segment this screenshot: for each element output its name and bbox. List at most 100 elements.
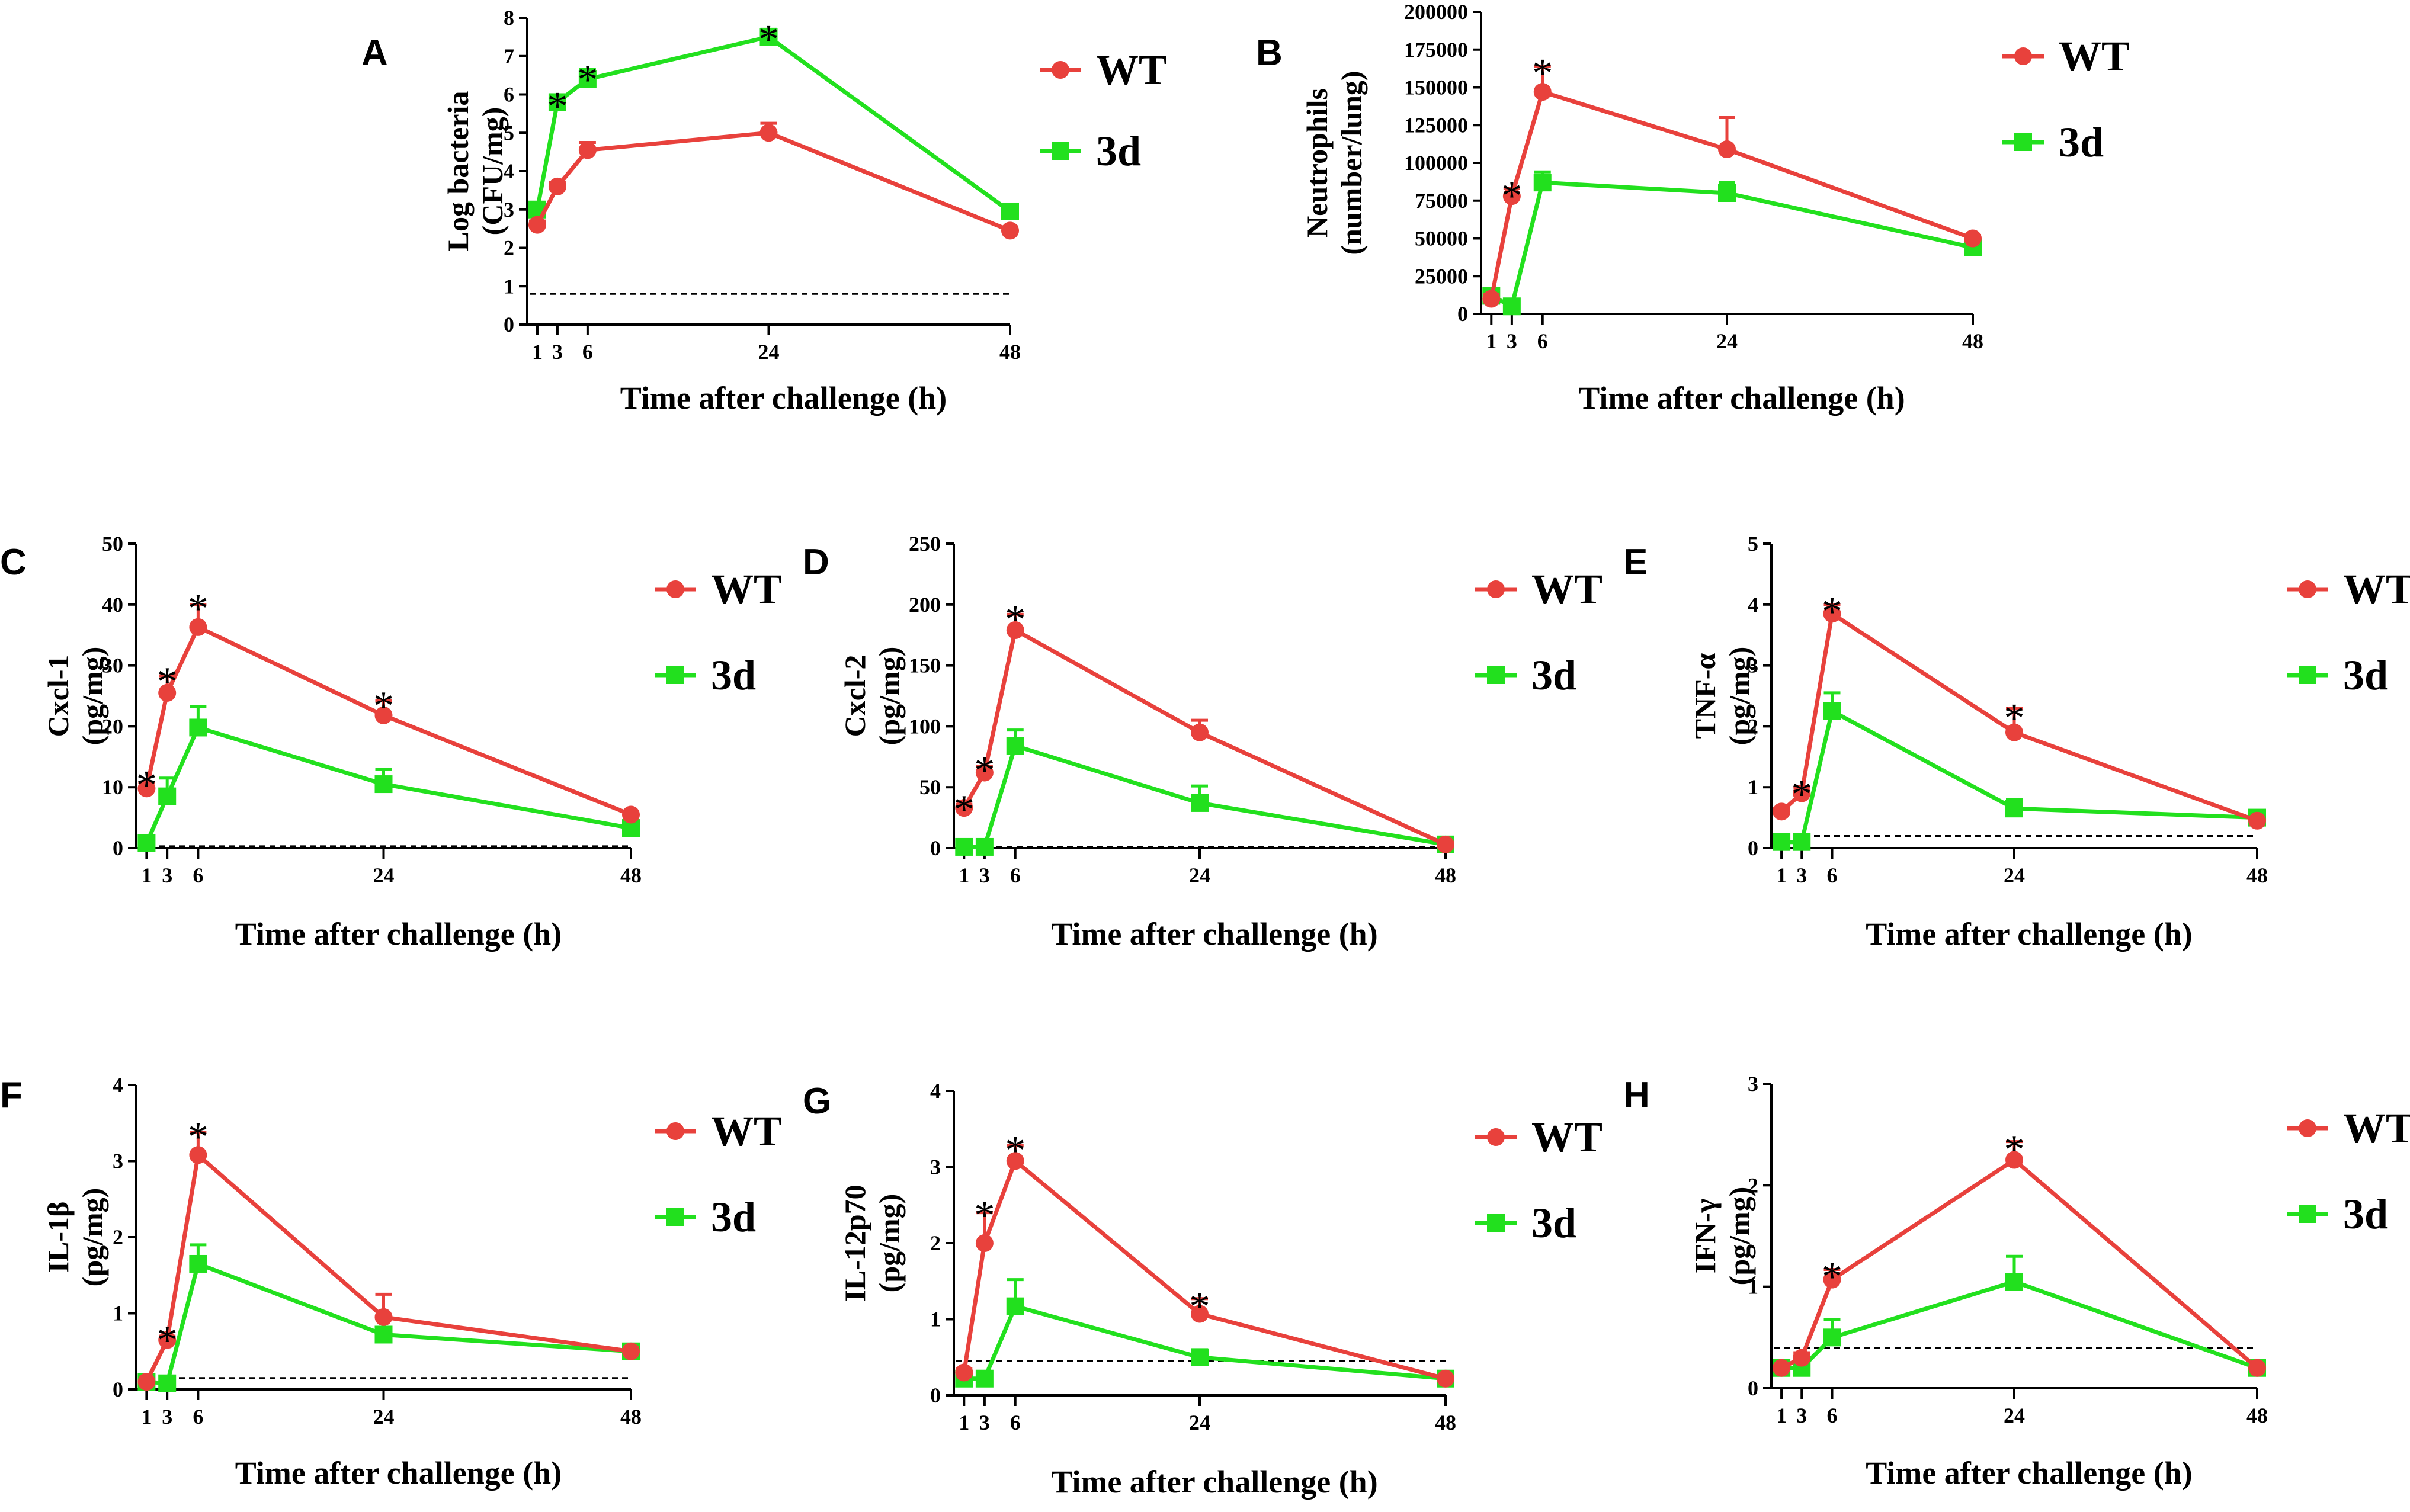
series-wt: [955, 1144, 1454, 1388]
data-point: [1773, 802, 1791, 821]
x-tick-label: 24: [2004, 1404, 2025, 1427]
y-tick-label: 0: [1457, 302, 1468, 326]
y-tick-label: 0: [504, 313, 514, 336]
significance-star: *: [136, 763, 157, 808]
legend-marker: [2299, 1205, 2316, 1223]
legend-label: WT: [2343, 566, 2410, 613]
panel-letter: E: [1623, 542, 1648, 583]
x-tick-label: 6: [1010, 863, 1021, 887]
series-wt: [1773, 603, 2266, 830]
y-tick-label: 0: [113, 1378, 123, 1401]
data-point: [189, 1254, 207, 1273]
x-tick-label: 6: [1827, 863, 1838, 887]
x-axis-title: Time after challenge (h): [1866, 1455, 2192, 1491]
legend-label: 3d: [2059, 118, 2104, 166]
significance-star: *: [1822, 589, 1842, 635]
data-point: [1964, 229, 1982, 248]
legend-entry-3d: 3d: [1475, 1199, 1576, 1247]
x-tick-label: 3: [552, 340, 563, 364]
data-point: [1006, 737, 1024, 755]
data-point: [2005, 1273, 2023, 1291]
data-point: [2005, 1151, 2023, 1169]
y-tick-label: 175000: [1404, 38, 1468, 62]
y-axis-title: Neutrophils: [1300, 88, 1334, 237]
significance-star: *: [1532, 51, 1553, 97]
series-wt: [137, 603, 640, 824]
y-axis-title: Cxcl-1: [41, 655, 75, 737]
data-point: [1793, 833, 1811, 851]
legend-entry-3d: 3d: [1040, 127, 1141, 175]
y-tick-label: 150: [909, 654, 941, 678]
data-point: [137, 834, 156, 852]
data-point: [374, 1308, 393, 1326]
series-3d: [1773, 691, 2266, 851]
data-point: [1773, 1359, 1791, 1377]
data-point: [1006, 621, 1024, 639]
y-axis-title: (pg/mg): [873, 647, 906, 746]
legend-entry-wt: WT: [655, 566, 782, 613]
x-tick-label: 48: [1435, 1411, 1456, 1434]
legend-marker: [1487, 1128, 1505, 1146]
y-tick-label: 5: [1748, 532, 1758, 556]
y-tick-label: 4: [504, 159, 514, 183]
data-point: [528, 216, 546, 234]
legend-marker: [1487, 1214, 1505, 1232]
y-axis-title: (pg/mg): [1723, 1187, 1756, 1286]
x-tick-label: 48: [1435, 863, 1456, 887]
x-tick-label: 3: [1507, 329, 1517, 353]
y-tick-label: 1: [930, 1308, 941, 1331]
data-point: [158, 1374, 177, 1392]
significance-star: *: [188, 586, 209, 632]
significance-star: *: [2004, 1127, 2025, 1173]
y-tick-label: 2: [1748, 1173, 1758, 1197]
x-tick-label: 6: [1537, 329, 1548, 353]
data-point: [622, 805, 640, 824]
x-tick-label: 6: [582, 340, 593, 364]
data-point: [759, 124, 778, 142]
x-tick-label: 48: [620, 863, 642, 887]
series-line: [1780, 1158, 2259, 1370]
panel-b: B 0 25000 50000 75000 100000 125000 150000 17500…: [1256, 0, 2130, 416]
y-tick-label: 1: [504, 274, 514, 298]
data-point: [955, 1363, 973, 1382]
panel-letter: D: [803, 542, 829, 583]
significance-star: *: [1190, 1284, 1210, 1330]
significance-star: *: [974, 748, 995, 794]
data-point: [2248, 811, 2266, 830]
legend-entry-wt: WT: [1040, 46, 1167, 94]
data-point: [158, 1331, 177, 1349]
y-axis-title: IL-12p70: [838, 1184, 871, 1301]
x-tick-label: 48: [2246, 863, 2268, 887]
data-point: [1823, 605, 1841, 623]
data-point: [759, 28, 778, 46]
significance-star: *: [157, 659, 178, 705]
data-point: [1823, 702, 1841, 720]
data-point: [548, 93, 566, 111]
panel-d: D 0 50 100 150 200 250 1 3 6 24 48 Time after challe…: [803, 532, 1603, 952]
data-point: [1191, 1305, 1209, 1323]
data-point: [1823, 1328, 1841, 1347]
x-axis-title: Time after challenge (h): [235, 916, 562, 952]
y-tick-label: 250: [909, 532, 941, 556]
legend-entry-wt: WT: [1475, 566, 1603, 613]
y-tick-label: 3: [1748, 654, 1758, 678]
data-point: [955, 837, 973, 856]
y-axis-title: (pg/mg): [76, 647, 109, 746]
y-tick-label: 10: [102, 775, 123, 799]
data-point: [2248, 1359, 2266, 1377]
series-wt: [955, 612, 1454, 853]
legend-label: WT: [1531, 1113, 1603, 1161]
significance-star: *: [1792, 772, 1812, 817]
series-wt: [137, 1131, 640, 1391]
y-tick-label: 50: [919, 775, 941, 799]
significance-star: *: [954, 787, 975, 833]
panel-letter: A: [361, 33, 388, 73]
legend-marker: [2014, 47, 2032, 65]
x-tick-label: 48: [2246, 1404, 2268, 1427]
data-point: [1006, 1297, 1024, 1315]
data-point: [1718, 140, 1736, 159]
x-tick-label: 48: [999, 340, 1021, 364]
y-tick-label: 2: [1748, 714, 1758, 738]
